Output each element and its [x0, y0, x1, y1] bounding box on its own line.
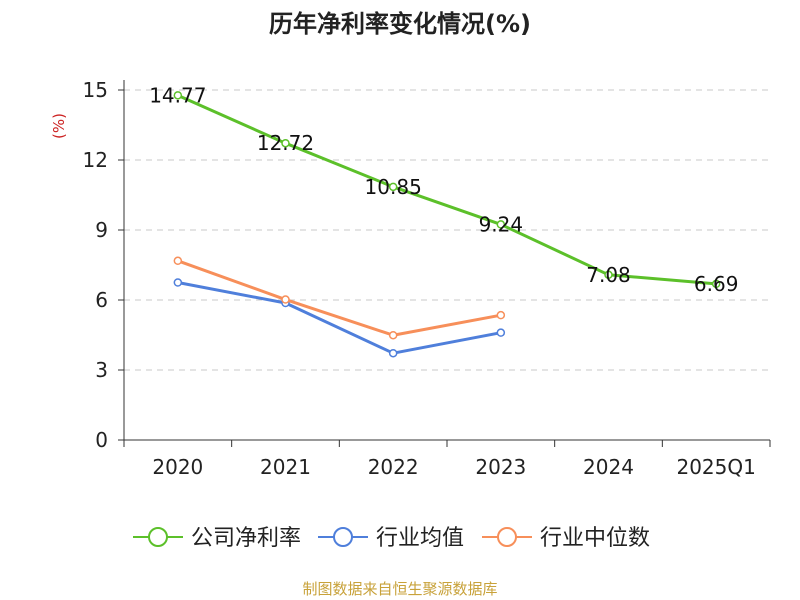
data-point [497, 312, 504, 319]
legend-marker [334, 528, 352, 546]
chart-title: 历年净利率变化情况(%) [269, 10, 531, 38]
data-label: 12.72 [257, 131, 314, 155]
data-label: 10.85 [365, 175, 422, 199]
legend-marker [498, 528, 516, 546]
legend-item: 行业中位数 [482, 526, 650, 551]
grid-lines [124, 90, 770, 370]
data-label: 7.08 [586, 263, 631, 287]
x-tick-label: 2022 [368, 455, 419, 479]
x-tick-label: 2025Q1 [676, 455, 755, 479]
data-point [174, 257, 181, 264]
legend-marker [149, 528, 167, 546]
legend: 公司净利率 行业均值 行业中位数 [133, 526, 650, 551]
data-label: 6.69 [694, 272, 739, 296]
x-tick-label: 2023 [475, 455, 526, 479]
data-labels: 14.77 12.72 10.85 9.24 7.08 6.69 [149, 83, 738, 296]
series-line [178, 261, 501, 335]
x-tick-label: 2024 [583, 455, 634, 479]
line-chart: 历年净利率变化情况(%) (%) 0 3 6 9 12 15 2020 2021 2022 202… [0, 0, 800, 600]
data-point [497, 329, 504, 336]
legend-label: 行业均值 [376, 526, 464, 551]
y-axis-title: (%) [50, 113, 68, 139]
y-tick-label: 12 [83, 148, 108, 172]
data-point [282, 296, 289, 303]
x-tick-label: 2020 [152, 455, 203, 479]
legend-label: 行业中位数 [540, 526, 650, 551]
legend-label: 公司净利率 [191, 526, 301, 551]
y-tick-label: 3 [95, 358, 108, 382]
data-label: 14.77 [149, 83, 206, 107]
legend-item: 行业均值 [318, 526, 464, 551]
data-point [390, 332, 397, 339]
data-point [174, 279, 181, 286]
data-label: 9.24 [479, 212, 524, 236]
y-tick-label: 0 [95, 428, 108, 452]
series-line [178, 95, 716, 284]
y-tick-label: 15 [83, 78, 108, 102]
y-tick-label: 6 [95, 288, 108, 312]
y-tick-label: 9 [95, 218, 108, 242]
data-point [390, 350, 397, 357]
source-note: 制图数据来自恒生聚源数据库 [0, 578, 800, 599]
legend-item: 公司净利率 [133, 526, 301, 551]
x-tick-label: 2021 [260, 455, 311, 479]
